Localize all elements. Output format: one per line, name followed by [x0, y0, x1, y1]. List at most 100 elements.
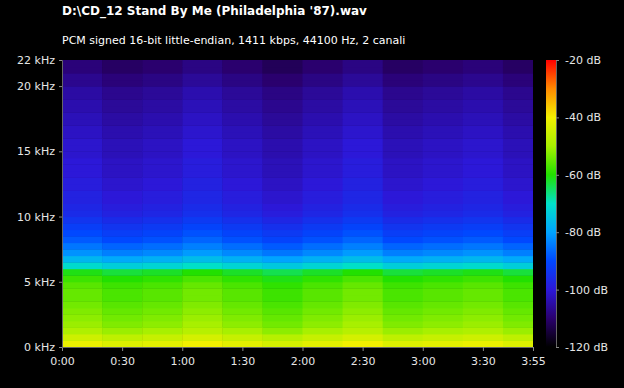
- heatmap-cell: [463, 282, 504, 289]
- heatmap-cell: [383, 243, 424, 250]
- heatmap-cell: [343, 190, 384, 197]
- heatmap-cell: [102, 243, 143, 250]
- tick-label: -40 dB: [565, 111, 601, 124]
- heatmap-cell: [383, 204, 424, 211]
- heatmap-cell: [62, 334, 103, 341]
- heatmap-cell: [463, 119, 504, 126]
- heatmap-cell: [423, 132, 464, 139]
- heatmap-cell: [62, 119, 103, 126]
- heatmap-cell: [503, 73, 533, 80]
- heatmap-cell: [383, 184, 424, 191]
- heatmap-cell: [62, 132, 103, 139]
- heatmap-cell: [262, 93, 303, 100]
- heatmap-cell: [142, 262, 183, 269]
- heatmap-cell: [142, 86, 183, 93]
- tick-label: 3:00: [411, 355, 436, 368]
- heatmap-cell: [102, 269, 143, 276]
- heatmap-cell: [102, 164, 143, 171]
- heatmap-cell: [182, 230, 223, 237]
- heatmap-cell: [423, 145, 464, 152]
- heatmap-cell: [222, 301, 263, 308]
- heatmap-cell: [423, 334, 464, 341]
- heatmap-cell: [343, 230, 384, 237]
- heatmap-cell: [303, 93, 344, 100]
- heatmap-cell: [102, 119, 143, 126]
- heatmap-cell: [142, 151, 183, 158]
- heatmap-cell: [503, 230, 533, 237]
- heatmap-cell: [262, 236, 303, 243]
- heatmap-cell: [62, 177, 103, 184]
- heatmap-cell: [102, 340, 143, 347]
- heatmap-cell: [182, 295, 223, 302]
- heatmap-cell: [222, 223, 263, 230]
- heatmap-cell: [62, 256, 103, 263]
- heatmap-cell: [182, 99, 223, 106]
- heatmap-cell: [503, 177, 533, 184]
- heatmap-cell: [262, 60, 303, 67]
- heatmap-cell: [503, 67, 533, 74]
- heatmap-cell: [102, 249, 143, 256]
- heatmap-cell: [142, 236, 183, 243]
- heatmap-cell: [62, 217, 103, 224]
- heatmap-cell: [383, 132, 424, 139]
- heatmap-cell: [503, 138, 533, 145]
- heatmap-cell: [222, 184, 263, 191]
- heatmap-cell: [62, 295, 103, 302]
- heatmap-cell: [343, 334, 384, 341]
- tick-mark: [303, 347, 304, 351]
- heatmap-cell: [182, 217, 223, 224]
- heatmap-cell: [142, 67, 183, 74]
- heatmap-cell: [142, 145, 183, 152]
- heatmap-cell: [343, 282, 384, 289]
- tick: 10 kHz: [17, 211, 62, 224]
- heatmap-cell: [343, 288, 384, 295]
- heatmap-cell: [182, 301, 223, 308]
- heatmap-cell: [262, 106, 303, 113]
- heatmap-cell: [182, 60, 223, 67]
- heatmap-cell: [222, 99, 263, 106]
- tick: -100 dB: [556, 284, 608, 297]
- heatmap-cell: [102, 282, 143, 289]
- heatmap-cell: [303, 288, 344, 295]
- plot-area: [62, 60, 533, 347]
- heatmap-cell: [262, 73, 303, 80]
- heatmap-cell: [503, 249, 533, 256]
- heatmap-cell: [463, 295, 504, 302]
- tick: -80 dB: [556, 226, 601, 239]
- heatmap-cell: [222, 93, 263, 100]
- heatmap-cell: [383, 210, 424, 217]
- heatmap-cell: [503, 308, 533, 315]
- heatmap-cell: [343, 210, 384, 217]
- heatmap-cell: [222, 132, 263, 139]
- heatmap-cell: [142, 112, 183, 119]
- heatmap-cell: [62, 236, 103, 243]
- heatmap-cell: [383, 80, 424, 87]
- heatmap-cell: [463, 204, 504, 211]
- heatmap-cell: [102, 275, 143, 282]
- heatmap-cell: [262, 340, 303, 347]
- heatmap-cell: [343, 60, 384, 67]
- tick-mark: [556, 232, 559, 233]
- heatmap-cell: [142, 119, 183, 126]
- tick-mark: [59, 60, 62, 61]
- heatmap-cell: [503, 340, 533, 347]
- heatmap-cell: [343, 217, 384, 224]
- heatmap-cell: [463, 67, 504, 74]
- heatmap-cell: [423, 60, 464, 67]
- heatmap-cell: [303, 223, 344, 230]
- heatmap-cell: [102, 301, 143, 308]
- heatmap-cell: [62, 223, 103, 230]
- heatmap-cell: [343, 80, 384, 87]
- heatmap-cell: [142, 295, 183, 302]
- heatmap-cell: [343, 197, 384, 204]
- heatmap-cell: [343, 138, 384, 145]
- heatmap-cell: [182, 243, 223, 250]
- heatmap-cell: [222, 217, 263, 224]
- heatmap-cell: [423, 190, 464, 197]
- heatmap-cell: [62, 86, 103, 93]
- heatmap-cell: [102, 295, 143, 302]
- heatmap-cell: [303, 145, 344, 152]
- heatmap-cell: [303, 308, 344, 315]
- heatmap-cell: [383, 145, 424, 152]
- heatmap-cell: [423, 119, 464, 126]
